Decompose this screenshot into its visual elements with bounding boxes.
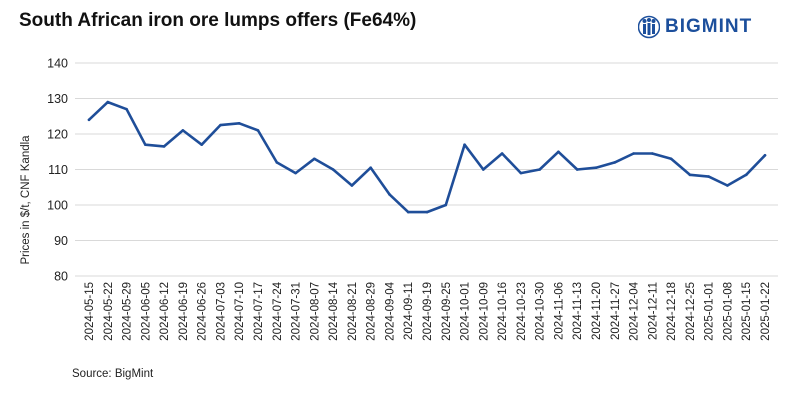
y-axis-title-group: Prices in $/t, CNF Kandla [20,135,32,265]
x-tick-label: 2025-01-15 [741,282,753,341]
data-point [669,157,673,161]
y-tick-label: 110 [48,163,68,177]
x-tick-label: 2024-12-11 [647,282,659,340]
x-tick-label: 2024-08-07 [309,282,321,341]
source-note: Source: BigMint [72,368,154,380]
bigmint-logo: BIGMINT [638,12,752,42]
x-tick-label: 2025-01-22 [760,282,772,341]
x-tick-label: 2024-07-31 [291,282,303,341]
data-point [369,166,372,170]
x-tick-label: 2024-10-01 [460,282,472,341]
x-tick-label: 2024-06-26 [197,282,209,341]
data-point [707,175,710,178]
x-tick-label: 2024-12-25 [685,282,697,341]
data-point [125,107,128,111]
chart-title: South African iron ore lumps offers (Fe6… [19,10,417,31]
data-point [557,150,560,154]
x-tick-label: 2024-06-19 [178,282,190,341]
data-point [726,184,729,187]
data-point [406,210,410,214]
bigmint-logo-text: BIGMINT [665,16,753,37]
x-tick-label: 2024-05-22 [103,282,115,341]
y-tick-label: 100 [47,199,68,213]
data-point [350,184,354,187]
data-point [744,173,748,177]
x-tick-label: 2024-10-09 [478,282,490,341]
y-axis-title: Prices in $/t, CNF Kandla [20,135,32,265]
x-tick-label: 2024-08-14 [328,281,340,340]
data-point [181,129,185,132]
y-tick-label: 90 [54,234,68,248]
x-tick-label: 2024-07-24 [272,281,284,340]
y-tick-label: 140 [47,57,68,71]
data-point [538,168,541,171]
data-point [425,210,429,214]
data-point [594,166,598,170]
data-point [144,143,147,146]
grid-lines [75,62,778,277]
y-tick-label: 130 [47,92,68,106]
data-point [519,171,523,175]
data-point [87,118,91,122]
x-tick-label: 2024-10-16 [497,282,509,341]
data-point [256,129,260,132]
y-axis-ticks: 80 90 100 110 120 130 140 [47,57,68,284]
series-line [87,100,767,214]
y-tick-label: 120 [47,128,68,142]
x-tick-label: 2025-01-08 [722,282,734,341]
data-point [313,157,316,161]
x-tick-label: 2024-06-12 [159,282,171,341]
data-point [219,123,222,127]
data-point [500,152,504,155]
data-point [200,143,203,146]
x-tick-label: 2024-06-05 [140,282,152,341]
x-tick-label: 2024-12-18 [666,282,678,341]
x-tick-label: 2024-07-03 [215,282,227,341]
x-tick-label: 2024-05-29 [122,282,134,341]
x-tick-label: 2024-11-06 [553,282,565,340]
data-point [632,152,635,155]
x-tick-label: 2024-05-15 [84,282,96,341]
y-tick-label: 80 [54,270,68,284]
series-group [87,100,767,214]
x-tick-label: 2024-08-21 [347,282,359,341]
data-point [294,171,297,175]
x-tick-label: 2024-10-30 [535,282,547,341]
x-tick-label: 2024-08-29 [366,282,378,341]
data-point [651,152,654,155]
data-point [482,168,485,171]
x-tick-label: 2024-09-11 [403,282,415,340]
data-point [463,143,466,146]
data-point [444,203,448,207]
x-tick-label: 2024-09-19 [422,282,434,341]
data-point [162,145,166,148]
x-tick-label: 2024-11-20 [591,282,603,340]
x-tick-label: 2024-11-13 [572,282,584,340]
data-point [613,161,617,164]
data-point [688,173,692,177]
data-point [575,168,579,171]
data-point [106,100,110,104]
x-tick-label: 2024-09-04 [384,281,396,340]
x-tick-label: 2024-09-25 [441,282,453,341]
x-tick-label: 2024-07-17 [253,282,265,341]
data-point [763,154,767,157]
data-point [237,122,241,125]
x-tick-label: 2024-12-04 [629,281,641,340]
bigmint-logo-icon [638,15,660,39]
x-tick-label: 2024-10-23 [516,282,528,341]
data-point [331,168,335,171]
data-point [275,161,279,164]
x-tick-label: 2024-11-27 [610,282,622,340]
x-axis-ticks: 2024-05-15 2024-05-22 2024-05-29 2024-06-05… [84,281,772,340]
x-tick-label: 2024-07-10 [234,282,246,341]
data-point [388,193,391,196]
x-tick-label: 2025-01-01 [704,282,716,341]
